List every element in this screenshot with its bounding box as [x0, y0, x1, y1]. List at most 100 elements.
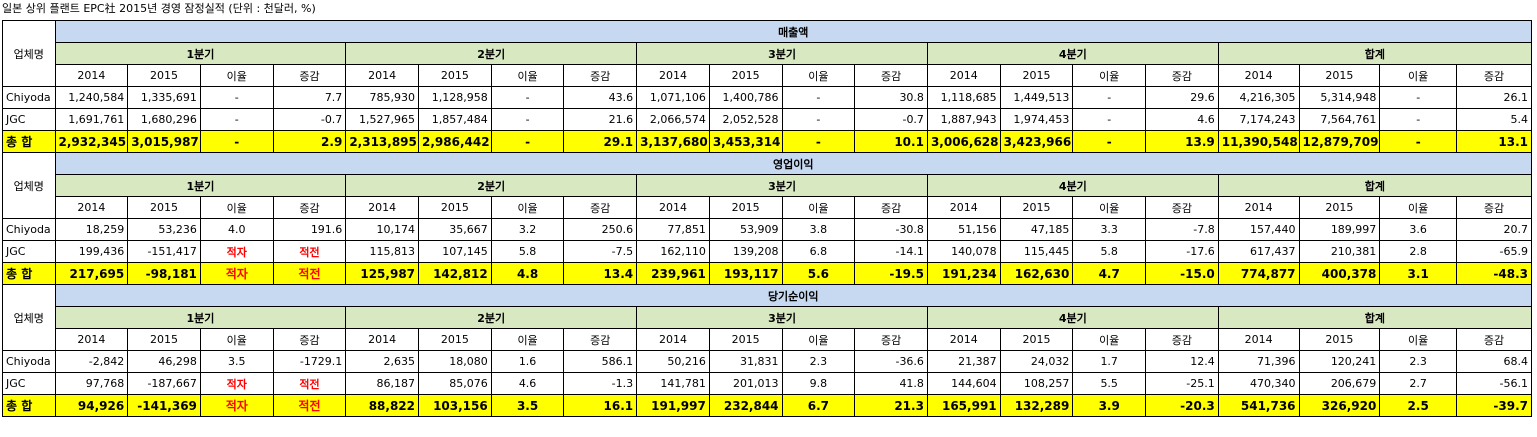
- data-cell: 125,987: [345, 262, 420, 285]
- data-cell: 18,080: [418, 350, 492, 373]
- data-cell: 2.3: [1379, 350, 1458, 373]
- data-cell: 1,974,453: [999, 108, 1074, 131]
- data-cell: 199,436: [54, 240, 129, 263]
- column-subheader: 증감: [563, 328, 638, 351]
- data-cell: 1,887,943: [926, 108, 1001, 131]
- data-cell: 10,174: [345, 218, 420, 241]
- data-cell: 232,844: [708, 394, 783, 417]
- data-cell: 141,781: [636, 372, 710, 395]
- data-cell: 2.5: [1379, 394, 1458, 417]
- data-cell: -: [490, 108, 565, 131]
- data-cell: 29.1: [563, 130, 638, 153]
- data-cell: 2,932,345: [54, 130, 129, 153]
- column-subheader: 2014: [636, 196, 710, 219]
- column-subheader: 2015: [1298, 196, 1381, 219]
- total-row: 총 합 2,932,345 3,015,987-2.9 2,313,895 2,986,…: [2, 130, 1532, 153]
- data-cell: 41.8: [854, 372, 928, 395]
- data-cell: -25.1: [1145, 372, 1219, 395]
- data-cell: 적전: [272, 262, 347, 285]
- column-subheader: 증감: [1456, 328, 1532, 351]
- quarter-header: 2분기: [345, 306, 638, 329]
- data-cell: 2.7: [1379, 372, 1458, 395]
- data-cell: 193,117: [708, 262, 783, 285]
- data-cell: 1,527,965: [345, 108, 420, 131]
- data-cell: 144,604: [926, 372, 1001, 395]
- data-cell: -20.3: [1145, 394, 1219, 417]
- column-subheader: 2015: [708, 64, 783, 87]
- data-cell: 3.2: [490, 218, 565, 241]
- data-cell: -2,842: [54, 350, 129, 373]
- data-cell: -15.0: [1145, 262, 1219, 285]
- column-subheader: 증감: [1145, 328, 1219, 351]
- subheader-row: 2014 2015 이율 증감 2014 2015 이율 증감 2014 2015 이율 증감 2014…: [3, 64, 1532, 87]
- data-cell: 785,930: [345, 86, 420, 109]
- data-cell: -65.9: [1456, 240, 1532, 263]
- column-subheader: 증감: [272, 64, 347, 87]
- quarter-row: 1분기 2분기 3분기 4분기 합계: [3, 174, 1533, 197]
- column-subheader: 이율: [781, 196, 856, 219]
- column-subheader: 이율: [490, 328, 565, 351]
- quarter-header: 3분기: [636, 306, 928, 329]
- data-cell: 3.6: [1379, 218, 1458, 241]
- column-subheader: 2015: [708, 196, 783, 219]
- company-name: Chiyoda: [2, 218, 56, 241]
- subheader-row: 2014 2015 이율 증감 2014 2015 이율 증감 2014 2015 이율 증감 2014…: [3, 328, 1532, 351]
- data-cell: 7,174,243: [1217, 108, 1300, 131]
- data-cell: 2.9: [272, 130, 347, 153]
- data-cell: 16.1: [563, 394, 638, 417]
- data-cell: 1.7: [1072, 350, 1147, 373]
- page-title: 일본 상위 플랜트 EPC社 2015년 경영 잠정실적 (단위 : 천달러, …: [2, 2, 316, 15]
- column-subheader: 2015: [708, 328, 783, 351]
- column-subheader: 이율: [1072, 196, 1147, 219]
- data-cell: 1.6: [490, 350, 565, 373]
- data-cell: 103,156: [418, 394, 492, 417]
- column-subheader: 2015: [127, 196, 201, 219]
- data-cell: 586.1: [563, 350, 638, 373]
- data-cell: 4,216,305: [1217, 86, 1300, 109]
- data-cell: 2.8: [1379, 240, 1458, 263]
- data-cell: 120,241: [1298, 350, 1381, 373]
- data-cell: 적전: [272, 372, 347, 395]
- data-cell: -7.8: [1145, 218, 1219, 241]
- data-cell: 2,986,442: [418, 130, 492, 153]
- column-subheader: 이율: [781, 328, 856, 351]
- data-cell: 12,879,709: [1298, 130, 1381, 153]
- data-cell: 191.6: [272, 218, 347, 241]
- quarter-header: 3분기: [636, 174, 928, 197]
- data-cell: -: [781, 108, 856, 131]
- column-subheader: 증감: [854, 328, 928, 351]
- data-cell: 적자: [199, 394, 274, 417]
- company-header-cell: 업체명: [2, 20, 56, 87]
- data-cell: 162,110: [636, 240, 710, 263]
- data-cell: 142,812: [418, 262, 492, 285]
- column-subheader: 2014: [636, 328, 710, 351]
- data-cell: 7,564,761: [1298, 108, 1381, 131]
- table-row: Chiyoda 18,259 53,236 4.0 191.6 10,174 35,667 3…: [2, 218, 1532, 241]
- data-cell: 1,400,786: [708, 86, 783, 109]
- data-cell: 774,877: [1217, 262, 1300, 285]
- column-subheader: 2014: [926, 196, 1001, 219]
- data-cell: 107,145: [418, 240, 492, 263]
- data-cell: -19.5: [854, 262, 928, 285]
- data-cell: 4.6: [490, 372, 565, 395]
- column-subheader: 증감: [272, 196, 347, 219]
- quarter-header: 합계: [1217, 174, 1533, 197]
- data-cell: 140,078: [926, 240, 1001, 263]
- column-subheader: 증감: [1456, 64, 1532, 87]
- data-cell: 3,423,966: [999, 130, 1074, 153]
- column-subheader: 증감: [563, 196, 638, 219]
- section-title: 영업이익: [54, 152, 1532, 175]
- column-subheader: 2014: [926, 64, 1001, 87]
- data-cell: 210,381: [1298, 240, 1381, 263]
- table-body: 업체명 매출액 1분기 2분기 3분기 4분기 합계 2014 2015 이율 증감 2014 2015…: [2, 20, 1533, 417]
- data-cell: 3.9: [1072, 394, 1147, 417]
- column-subheader: 2014: [345, 196, 420, 219]
- data-cell: 53,909: [708, 218, 783, 241]
- data-cell: 9.8: [781, 372, 856, 395]
- data-cell: -1729.1: [272, 350, 347, 373]
- data-cell: 50,216: [636, 350, 710, 373]
- data-cell: 3.3: [1072, 218, 1147, 241]
- data-cell: 5.4: [1456, 108, 1532, 131]
- column-subheader: 2014: [636, 64, 710, 87]
- data-cell: -: [781, 86, 856, 109]
